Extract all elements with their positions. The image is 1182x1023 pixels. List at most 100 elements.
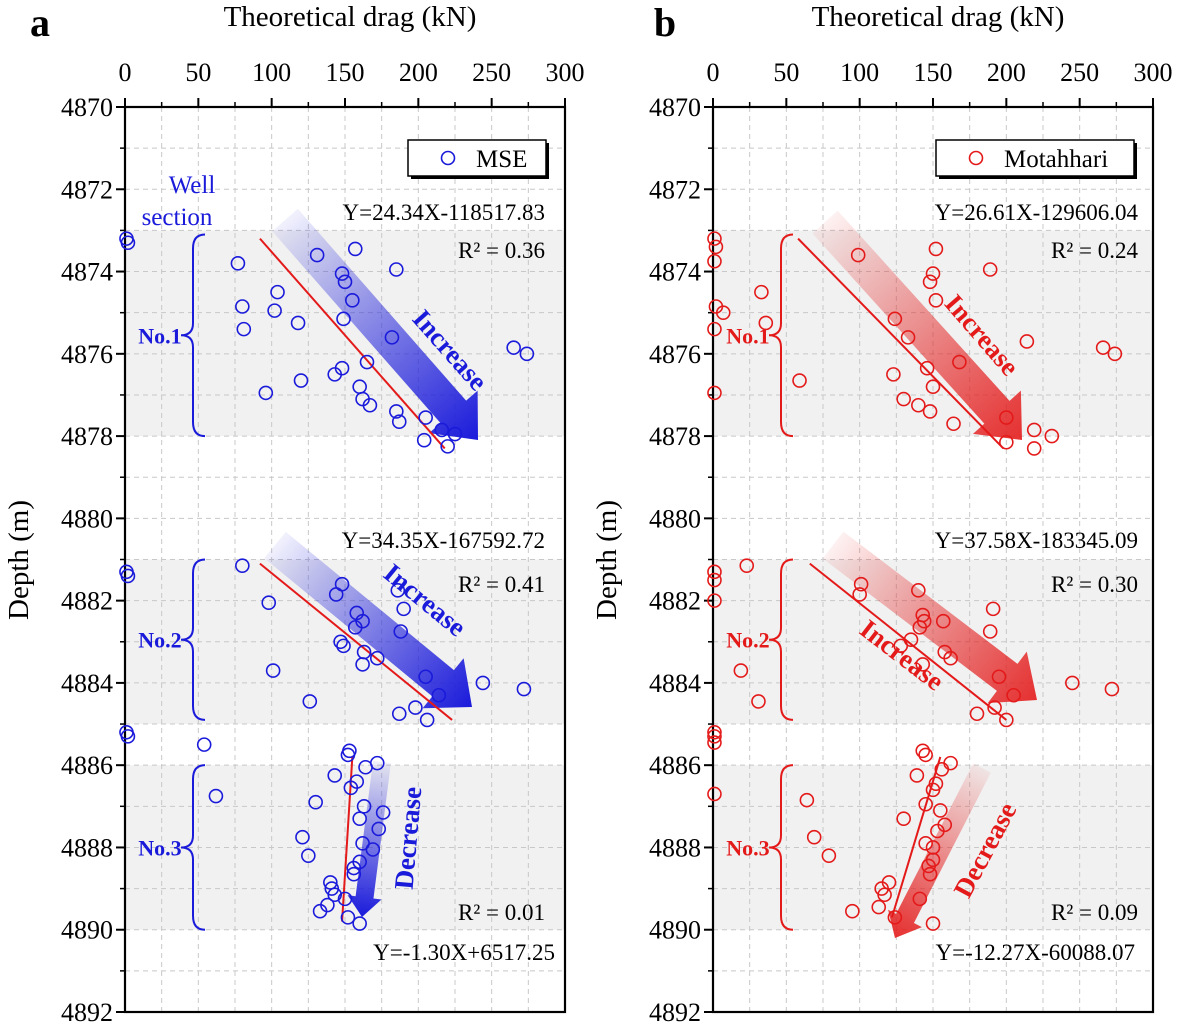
data-point: [1044, 428, 1060, 444]
data-point: [235, 299, 250, 314]
x-tick-label: 150: [326, 58, 365, 87]
data-point: [850, 247, 866, 263]
data-point: [328, 587, 344, 602]
r-squared: R² = 0.36: [458, 238, 545, 263]
section-label: No.1: [726, 323, 769, 348]
data-point: [943, 650, 958, 666]
section-brace: [768, 233, 794, 438]
data-point: [352, 811, 367, 826]
legend-label: MSE: [476, 146, 527, 173]
x-tick-label: 200: [987, 58, 1026, 87]
data-point: [707, 321, 722, 337]
data-point: [302, 694, 318, 709]
data-point: [915, 657, 931, 672]
legend-box: [407, 139, 547, 177]
y-axis-title: Depth (m): [591, 500, 623, 620]
data-point: [301, 848, 316, 863]
data-point: [295, 829, 310, 845]
legend-marker: [440, 150, 456, 166]
trend-arrow: [264, 531, 472, 709]
data-point: [327, 887, 343, 903]
data-point: [267, 303, 282, 318]
data-point: [707, 593, 722, 608]
data-point: [333, 634, 348, 650]
section-label: No.1: [138, 323, 181, 348]
data-point: [909, 768, 925, 783]
data-point: [447, 426, 463, 442]
legend-label: Motahhari: [1004, 146, 1108, 173]
x-axis-title: Theoretical drag (kN): [812, 1, 1065, 33]
data-point: [352, 916, 367, 931]
data-point: [336, 311, 351, 327]
data-point: [345, 293, 360, 308]
well-section-title: section: [142, 204, 213, 231]
data-point: [1026, 422, 1042, 438]
panel-letter: a: [30, 0, 50, 45]
trend-arrow-shape: [264, 531, 472, 709]
data-point: [258, 385, 274, 401]
section-brace: [180, 233, 206, 438]
fit-line: [259, 237, 446, 450]
data-point: [921, 858, 936, 874]
y-tick-label: 4884: [649, 669, 701, 698]
data-point: [323, 875, 338, 890]
x-tick-label: 100: [252, 58, 291, 87]
data-point: [355, 657, 370, 672]
section-label: No.3: [726, 835, 769, 860]
r-squared: R² = 0.09: [1051, 900, 1138, 925]
fit-line: [797, 237, 1005, 450]
y-tick-label: 4890: [61, 916, 113, 945]
data-point: [431, 687, 447, 703]
well-section-title: Well: [169, 172, 216, 199]
data-point: [707, 729, 722, 744]
data-point: [925, 782, 941, 798]
data-point: [922, 404, 938, 419]
fit-line: [259, 562, 453, 721]
data-point: [919, 360, 935, 376]
data-point: [347, 241, 363, 257]
data-point: [309, 247, 325, 263]
data-point: [327, 768, 343, 783]
y-tick-label: 4872: [649, 175, 701, 204]
data-point: [391, 706, 407, 722]
data-point: [935, 613, 951, 629]
data-point: [922, 866, 938, 882]
section-label: No.2: [726, 628, 769, 653]
r-squared: R² = 0.41: [458, 572, 545, 597]
data-point: [1065, 675, 1080, 691]
data-point: [915, 743, 931, 759]
data-point: [356, 799, 372, 814]
data-point: [952, 354, 967, 370]
data-point: [918, 836, 933, 851]
data-point: [393, 624, 409, 639]
panel-a: 0 50 100 150 200 250 300 4870 4872 4874 4876 4878 48…: [3, 0, 585, 1023]
x-tick-label: 150: [914, 58, 953, 87]
x-tick-label: 50: [773, 58, 799, 87]
data-point: [758, 315, 774, 331]
data-point: [120, 568, 136, 584]
y-tick-label: 4874: [649, 258, 701, 287]
data-point: [336, 638, 351, 654]
data-points: [119, 231, 535, 931]
fit-equation: Y=-12.27X-60088.07: [935, 940, 1135, 965]
data-point: [886, 367, 901, 382]
data-point: [733, 663, 749, 678]
data-point: [999, 410, 1014, 425]
data-point: [799, 792, 815, 808]
data-point: [925, 916, 941, 931]
data-point: [871, 899, 887, 915]
data-point: [340, 910, 356, 925]
data-point: [928, 293, 944, 308]
data-point: [911, 397, 926, 413]
data-point: [928, 241, 944, 257]
data-point: [1095, 340, 1111, 355]
data-point: [715, 305, 731, 320]
data-point: [265, 663, 281, 678]
x-tick-label: 50: [185, 58, 211, 87]
data-point: [416, 432, 432, 448]
data-point: [1019, 334, 1035, 349]
data-point: [293, 373, 309, 388]
data-point: [236, 321, 252, 337]
section-brace: [768, 764, 794, 931]
